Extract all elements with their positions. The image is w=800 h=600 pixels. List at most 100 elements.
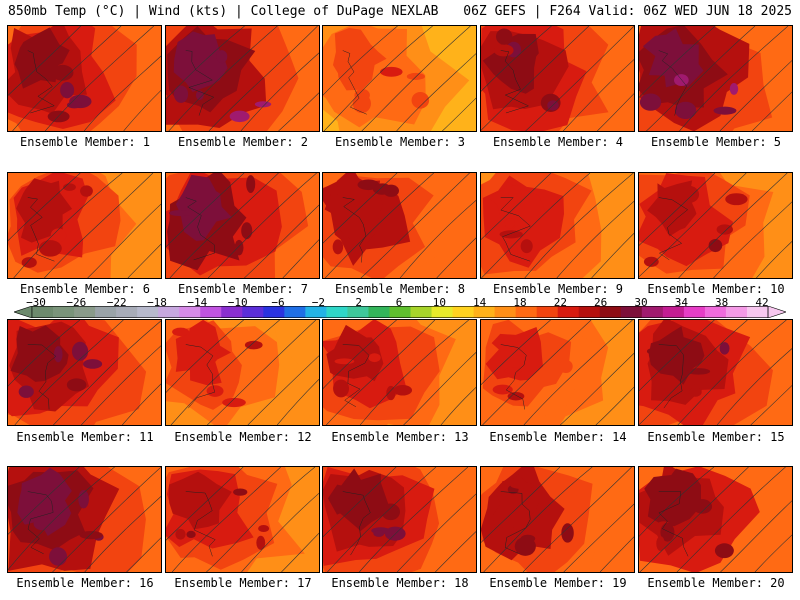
- temperature-colorbar: [14, 306, 786, 318]
- run-valid-time: 06Z GEFS | F264 Valid: 06Z WED JUN 18 20…: [463, 4, 792, 19]
- colorbar-tick-label: 6: [395, 296, 403, 309]
- ensemble-member-map: [638, 319, 793, 426]
- temperature-shade: [656, 536, 665, 551]
- temperature-shade: [496, 28, 513, 45]
- contour-line: [677, 320, 787, 425]
- temperature-shade: [254, 101, 272, 108]
- ensemble-member-map: [165, 25, 320, 132]
- contour-line: [440, 386, 476, 425]
- contour-line: [639, 467, 749, 572]
- contour-line: [123, 89, 161, 131]
- temperature-shade: [18, 385, 34, 398]
- temperature-shade: [692, 499, 713, 514]
- ensemble-member-label: Ensemble Member: 18: [331, 576, 469, 590]
- contour-line: [396, 493, 476, 572]
- boundary-line: [342, 197, 367, 263]
- temperature-shade: [326, 324, 384, 382]
- temperature-shade: [256, 535, 266, 550]
- contour-line: [524, 173, 634, 278]
- colorbar-tick-label: −26: [66, 296, 87, 309]
- temperature-shade: [642, 28, 704, 88]
- contour-line: [323, 320, 397, 389]
- colorbar-tick-label: 18: [513, 296, 527, 309]
- contour-line: [481, 320, 551, 386]
- contour-line: [639, 320, 715, 392]
- temperature-shade: [334, 358, 355, 365]
- colorbar-swatch: [95, 306, 117, 318]
- temperature-shade: [16, 178, 73, 243]
- colorbar-swatch: [158, 306, 180, 318]
- contour-line: [403, 352, 476, 425]
- boundary-line: [27, 197, 55, 262]
- boundary-line: [342, 491, 371, 556]
- contour-line: [323, 26, 433, 131]
- ensemble-member-label: Ensemble Member: 12: [174, 430, 312, 444]
- contour-line: [323, 467, 397, 537]
- temperature-shade: [229, 110, 250, 123]
- colorbar-swatch: [746, 306, 769, 318]
- contour-line: [169, 173, 279, 278]
- contour-line: [207, 173, 317, 278]
- ensemble-member-label: Ensemble Member: 6: [19, 282, 151, 296]
- contour-line: [720, 500, 792, 572]
- colorbar-swatch: [32, 306, 54, 318]
- temperature-shade: [173, 85, 189, 103]
- colorbar-swatch: [494, 306, 517, 318]
- contour-line: [87, 203, 161, 278]
- temperature-shade: [21, 257, 37, 268]
- contour-line: [44, 26, 154, 131]
- temperature-shade: [482, 33, 539, 94]
- colorbar-swatch: [347, 306, 369, 318]
- temperature-shade: [186, 530, 196, 539]
- temperature-shade: [246, 175, 256, 194]
- colorbar-swatch: [557, 306, 580, 318]
- temperature-shade: [674, 74, 689, 87]
- contour-line: [276, 378, 319, 425]
- contour-line: [44, 173, 154, 278]
- temperature-shade: [63, 183, 76, 191]
- ensemble-member-label: Ensemble Member: 20: [647, 576, 785, 590]
- temperature-shade: [233, 488, 248, 496]
- contour-line: [207, 320, 317, 425]
- colorbar-tick-label: 10: [432, 296, 446, 309]
- contour-line: [435, 531, 476, 572]
- colorbar-tick-label: 22: [553, 296, 567, 309]
- temperature-shade: [49, 547, 68, 566]
- colorbar-tick-label: 2: [355, 296, 362, 309]
- contour-line: [53, 320, 161, 425]
- temperature-shade: [206, 385, 224, 397]
- colorbar-swatch: [116, 306, 138, 318]
- ensemble-member-map: [7, 25, 162, 132]
- temperature-shade: [219, 224, 237, 236]
- contour-line: [754, 534, 792, 572]
- contour-line: [481, 173, 552, 240]
- contour-line: [756, 240, 792, 278]
- contour-line: [327, 467, 437, 572]
- ensemble-member-map: [638, 172, 793, 279]
- contour-line: [481, 467, 561, 543]
- contour-line: [716, 348, 792, 425]
- colorbar-swatch: [368, 306, 390, 318]
- temperature-shade: [336, 498, 360, 508]
- temperature-shade: [368, 353, 381, 363]
- temperature-shade: [169, 471, 232, 530]
- ensemble-member-map: [480, 25, 635, 132]
- temperature-shade: [373, 530, 385, 537]
- contour-line: [639, 173, 747, 278]
- temperature-shade: [380, 66, 403, 77]
- colorbar-swatch: [200, 306, 222, 318]
- contour-line: [324, 173, 434, 278]
- ensemble-member-label: Ensemble Member: 2: [177, 135, 309, 149]
- temperature-shade: [10, 325, 69, 382]
- boundary-line: [342, 50, 367, 115]
- boundary-line: [500, 491, 531, 554]
- colorbar-swatch: [662, 306, 685, 318]
- ensemble-member-map: [480, 466, 635, 573]
- temperature-shade: [80, 185, 93, 197]
- colorbar-tick-label: 42: [755, 296, 769, 309]
- temperature-shade: [352, 94, 371, 114]
- contour-line: [166, 26, 245, 100]
- contour-line: [563, 503, 634, 572]
- colorbar-swatch: [515, 306, 538, 318]
- temperature-shade: [38, 240, 62, 257]
